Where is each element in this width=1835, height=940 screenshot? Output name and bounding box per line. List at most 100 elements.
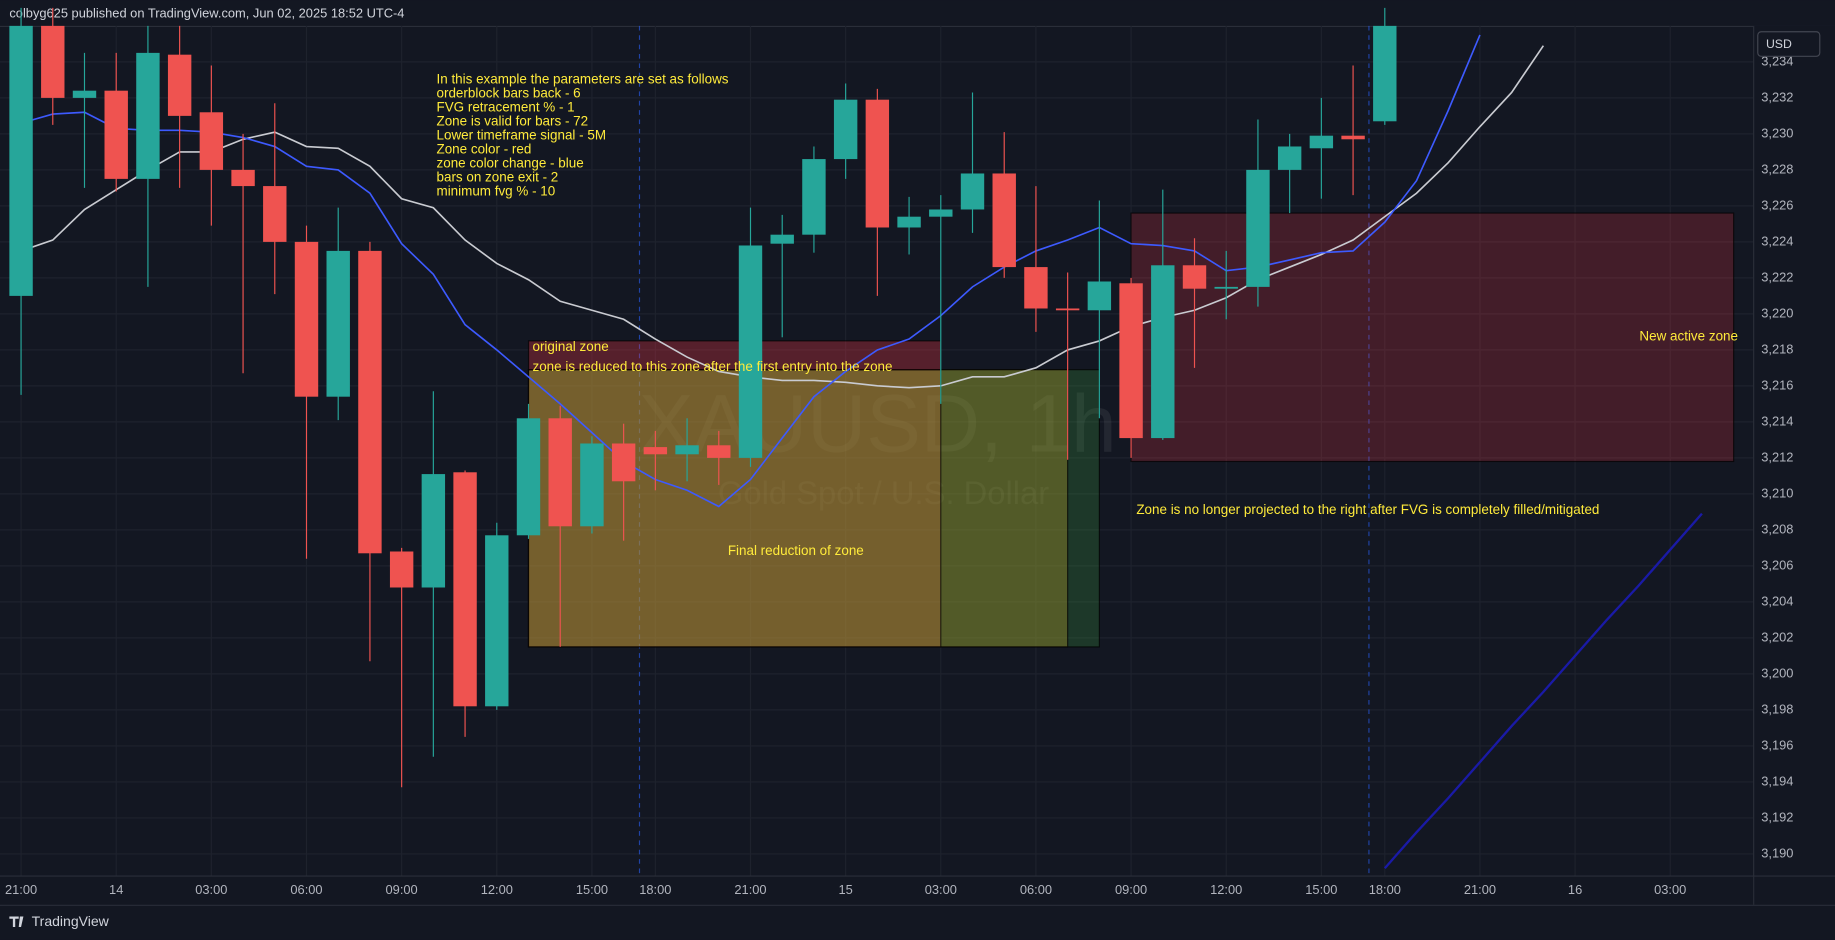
candle-body	[1246, 169, 1270, 287]
candle-body	[358, 250, 382, 554]
x-tick-label: 18:00	[639, 882, 671, 897]
candle-body	[643, 447, 668, 455]
candle-body	[548, 418, 572, 527]
x-tick-label: 06:00	[290, 882, 322, 897]
y-tick-label: 3,190	[1761, 845, 1793, 860]
candle-body	[1341, 135, 1365, 140]
candle-body	[992, 173, 1016, 268]
candle-body	[389, 551, 414, 588]
parameter-line: Zone color - red	[437, 141, 532, 156]
annotation: original zone	[532, 339, 608, 354]
x-tick-label: 16	[1568, 882, 1582, 897]
candle-body	[1087, 281, 1112, 311]
candle-body	[294, 241, 319, 397]
x-tick-label: 15:00	[1305, 882, 1337, 897]
x-tick-label: 15	[838, 882, 852, 897]
candle-body	[231, 169, 255, 187]
candle-body	[199, 112, 224, 170]
candle-body	[167, 54, 192, 116]
candle-body	[675, 445, 699, 455]
parameter-line: zone color change - blue	[437, 156, 584, 171]
time-axis	[0, 875, 1754, 905]
candle-body	[611, 443, 636, 482]
indicator-line	[1383, 512, 1703, 870]
candle-body	[1024, 267, 1048, 309]
currency-button[interactable]	[1757, 31, 1821, 57]
annotation: Final reduction of zone	[728, 543, 864, 558]
x-tick-label: 18:00	[1369, 882, 1401, 897]
y-tick-label: 3,226	[1761, 197, 1793, 212]
y-tick-label: 3,222	[1761, 269, 1793, 284]
y-tick-label: 3,206	[1761, 557, 1793, 572]
parameter-line: In this example the parameters are set a…	[437, 71, 729, 86]
annotation: Zone is no longer projected to the right…	[1136, 502, 1599, 517]
x-tick-label: 21:00	[5, 882, 37, 897]
annotation: New active zone	[1639, 329, 1738, 344]
candle-body	[1277, 146, 1302, 170]
y-tick-label: 3,216	[1761, 377, 1793, 392]
candle-body	[1182, 265, 1207, 289]
candle-body	[1151, 265, 1175, 439]
x-tick-label: 09:00	[386, 882, 418, 897]
candle-body	[485, 535, 509, 707]
y-tick-label: 3,220	[1761, 305, 1793, 320]
x-tick-label: 21:00	[1464, 882, 1496, 897]
candle-body	[1309, 135, 1334, 149]
candle-body	[738, 245, 763, 458]
candle-body	[41, 25, 65, 98]
indicator-line	[20, 34, 1481, 508]
y-tick-label: 3,208	[1761, 521, 1793, 536]
x-tick-label: 21:00	[734, 882, 766, 897]
candle-body	[1119, 283, 1143, 439]
zone	[527, 369, 1069, 648]
parameter-line: Lower timeframe signal - 5M	[437, 127, 607, 142]
x-tick-label: 14	[109, 882, 123, 897]
y-tick-label: 3,228	[1761, 161, 1793, 176]
header: colbyg625 published on TradingView.com, …	[9, 6, 404, 21]
zone	[1130, 212, 1735, 463]
logo	[9, 916, 24, 927]
plot-area: XAUUSD, 1hGold Spot / U.S. Dollarorigina…	[0, 7, 1754, 876]
price-axis	[1753, 25, 1835, 905]
candle-body	[580, 443, 604, 527]
parameter-line: Zone is valid for bars - 72	[437, 113, 589, 128]
y-tick-label: 3,196	[1761, 737, 1793, 752]
y-tick-label: 3,232	[1761, 89, 1793, 104]
y-tick-label: 3,204	[1761, 593, 1793, 608]
candle-body	[1055, 308, 1080, 311]
parameter-line: minimum fvg % - 10	[437, 184, 556, 199]
y-tick-label: 3,224	[1761, 233, 1793, 248]
candle-body	[104, 90, 128, 179]
parameter-line: orderblock bars back - 6	[437, 85, 581, 100]
annotation: zone is reduced to this zone after the f…	[532, 359, 892, 374]
x-tick-label: 03:00	[195, 882, 227, 897]
x-tick-label: 12:00	[1210, 882, 1242, 897]
candle-body	[516, 418, 541, 536]
candle-body	[802, 159, 826, 235]
x-tick-label: 15:00	[576, 882, 608, 897]
x-tick-label: 09:00	[1115, 882, 1147, 897]
y-tick-label: 3,198	[1761, 701, 1793, 716]
candle-body	[929, 209, 953, 217]
y-tick-label: 3,194	[1761, 773, 1793, 788]
y-tick-label: 3,212	[1761, 449, 1793, 464]
watermark-subtitle: Gold Spot / U.S. Dollar	[718, 474, 1049, 511]
candle-body	[263, 186, 287, 242]
candle-body	[9, 25, 33, 296]
y-tick-label: 3,200	[1761, 665, 1793, 680]
parameter-line: FVG retracement % - 1	[437, 99, 575, 114]
y-tick-label: 3,192	[1761, 809, 1793, 824]
candle-body	[897, 216, 921, 228]
candle-body	[707, 445, 731, 458]
candle-body	[453, 472, 477, 707]
candle-body	[326, 250, 350, 397]
axes: 3,190 3,192 3,194 3,196 3,198 3,200 3,202 3,204…	[5, 53, 1793, 897]
candle-body	[960, 173, 985, 210]
zone	[527, 340, 942, 371]
candle-body	[833, 99, 858, 160]
y-tick-label: 3,210	[1761, 485, 1793, 500]
candle-body	[770, 234, 794, 244]
x-tick-label: 03:00	[925, 882, 957, 897]
currency-label: USD	[1766, 37, 1792, 51]
